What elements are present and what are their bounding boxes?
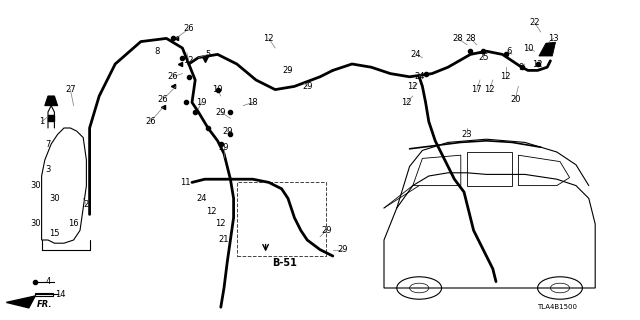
Polygon shape xyxy=(6,296,35,308)
Polygon shape xyxy=(539,42,556,56)
Text: 26: 26 xyxy=(145,117,156,126)
Text: 2: 2 xyxy=(84,200,89,209)
Text: 28: 28 xyxy=(452,34,463,43)
Text: 14: 14 xyxy=(56,290,66,299)
Text: 1: 1 xyxy=(39,117,44,126)
Text: 29: 29 xyxy=(222,127,232,136)
Text: 24: 24 xyxy=(414,72,424,81)
Text: 30: 30 xyxy=(30,181,40,190)
Text: 13: 13 xyxy=(548,34,559,43)
Text: 29: 29 xyxy=(219,143,229,152)
Text: 11: 11 xyxy=(180,178,191,187)
Text: 12: 12 xyxy=(532,60,543,68)
Text: 28: 28 xyxy=(465,34,476,43)
Text: 26: 26 xyxy=(158,95,168,104)
Text: 12: 12 xyxy=(206,207,216,216)
Text: 9: 9 xyxy=(519,63,524,72)
Text: 16: 16 xyxy=(68,220,79,228)
Text: 12: 12 xyxy=(484,85,495,94)
Text: 29: 29 xyxy=(321,226,332,235)
Text: TLA4B1500: TLA4B1500 xyxy=(537,304,577,310)
Text: 29: 29 xyxy=(216,108,226,116)
Text: 12: 12 xyxy=(408,82,418,91)
Text: 19: 19 xyxy=(196,98,207,107)
Text: 29: 29 xyxy=(337,245,348,254)
Text: FR.: FR. xyxy=(37,300,52,309)
Text: 6: 6 xyxy=(506,47,511,56)
Text: 25: 25 xyxy=(478,53,488,62)
Text: 5: 5 xyxy=(205,50,211,59)
Text: 27: 27 xyxy=(65,85,76,94)
Text: 12: 12 xyxy=(500,72,511,81)
Text: 20: 20 xyxy=(510,95,520,104)
Text: 15: 15 xyxy=(49,229,60,238)
Bar xyxy=(35,293,53,296)
Text: 7: 7 xyxy=(45,140,51,148)
Text: B-51: B-51 xyxy=(272,258,297,268)
Text: 4: 4 xyxy=(45,277,51,286)
Text: 26: 26 xyxy=(184,24,194,33)
Text: 24: 24 xyxy=(411,50,421,59)
Text: 22: 22 xyxy=(529,18,540,27)
Text: 8: 8 xyxy=(154,47,159,56)
Text: 23: 23 xyxy=(462,130,472,139)
Text: 3: 3 xyxy=(45,165,51,174)
Text: 12: 12 xyxy=(264,34,274,43)
Text: 10: 10 xyxy=(523,44,533,52)
Text: 29: 29 xyxy=(283,66,293,75)
Text: 17: 17 xyxy=(472,85,482,94)
Text: 26: 26 xyxy=(168,72,178,81)
Text: 12: 12 xyxy=(401,98,412,107)
Text: 18: 18 xyxy=(248,98,258,107)
Text: 29: 29 xyxy=(302,82,312,91)
Text: 12: 12 xyxy=(216,220,226,228)
Text: 10: 10 xyxy=(212,85,223,94)
Text: 30: 30 xyxy=(30,220,40,228)
Text: 24: 24 xyxy=(196,194,207,203)
Text: 30: 30 xyxy=(49,194,60,203)
Text: 12: 12 xyxy=(184,56,194,65)
Polygon shape xyxy=(45,96,58,106)
Text: 21: 21 xyxy=(219,236,229,244)
Bar xyxy=(237,182,326,256)
